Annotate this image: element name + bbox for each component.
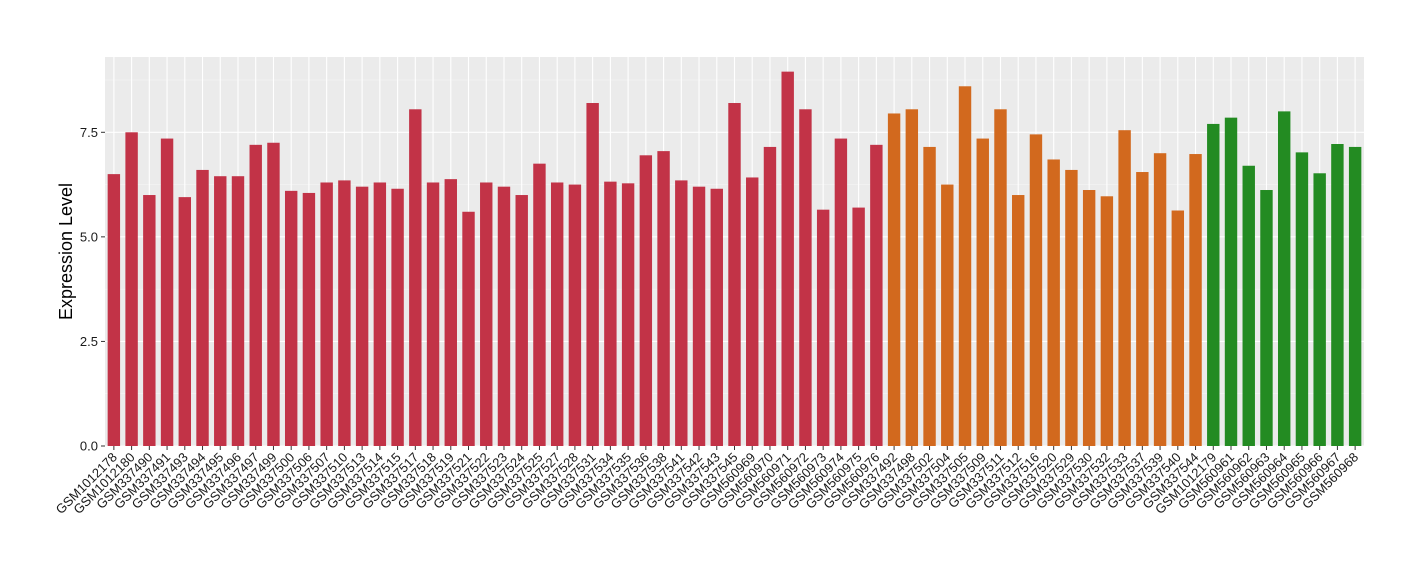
bar-GSM1012179 <box>1207 123 1220 446</box>
bar-GSM560976 <box>870 144 883 446</box>
bar-GSM337492 <box>887 113 901 446</box>
y-tick-label: 7.5 <box>80 125 98 140</box>
bar-GSM337530 <box>1082 190 1096 446</box>
bar-GSM337545 <box>728 103 741 447</box>
bar-GSM337498 <box>905 109 919 446</box>
bar-GSM337494 <box>196 169 209 446</box>
bar-GSM337493 <box>178 197 192 446</box>
bar-GSM337491 <box>160 138 174 446</box>
y-tick-label: 0.0 <box>80 439 98 454</box>
bar-GSM560970 <box>763 146 777 446</box>
bar-GSM337522 <box>480 182 493 446</box>
bar-GSM337514 <box>373 182 387 446</box>
bar-GSM560974 <box>834 138 848 446</box>
bar-GSM337543 <box>710 188 723 447</box>
bar-GSM337497 <box>249 144 262 446</box>
bar-GSM560961 <box>1224 117 1238 446</box>
bar-GSM337499 <box>267 142 280 446</box>
bar-GSM337504 <box>941 184 954 447</box>
bar-GSM560969 <box>746 177 759 446</box>
y-axis-title: Expression Level <box>56 183 76 320</box>
y-axis: 0.0 2.5 5.0 7.5 <box>80 125 105 454</box>
bar-GSM337519 <box>444 179 457 446</box>
bar-GSM337515 <box>391 188 404 447</box>
bar-GSM337533 <box>1118 130 1131 447</box>
bar-GSM337531 <box>586 103 599 447</box>
bar-GSM337525 <box>533 163 546 446</box>
bar-GSM337500 <box>284 190 298 446</box>
bar-GSM337534 <box>604 181 617 446</box>
bar-GSM337541 <box>675 180 688 447</box>
bar-GSM337495 <box>214 176 227 447</box>
bar-GSM560968 <box>1348 146 1362 446</box>
bar-GSM337520 <box>1047 159 1060 446</box>
bar-GSM337513 <box>355 186 369 446</box>
bar-GSM337516 <box>1029 134 1043 446</box>
bar-GSM337518 <box>426 182 440 446</box>
bar-GSM337490 <box>143 195 156 446</box>
bar-GSM337512 <box>1012 195 1025 446</box>
bar-GSM337507 <box>320 182 333 446</box>
bar-GSM560962 <box>1242 165 1255 446</box>
bar-GSM337511 <box>994 109 1007 446</box>
bar-GSM337502 <box>923 146 936 446</box>
bar-GSM337521 <box>462 211 475 446</box>
bar-GSM337524 <box>515 195 528 446</box>
bar-GSM337510 <box>338 180 351 447</box>
bar-GSM337542 <box>692 186 706 446</box>
bar-GSM337523 <box>497 186 511 446</box>
bar-GSM1012180 <box>125 132 138 446</box>
bar-GSM337517 <box>409 109 422 446</box>
bar-GSM337536 <box>639 155 653 446</box>
bar-GSM337538 <box>657 151 670 446</box>
bar-GSM560973 <box>816 209 830 446</box>
bar-GSM337506 <box>302 192 316 446</box>
bar-GSM1012178 <box>107 174 121 446</box>
bar-GSM337532 <box>1100 196 1114 446</box>
y-tick-label: 2.5 <box>80 334 98 349</box>
bar-GSM337535 <box>621 183 635 446</box>
bar-GSM560965 <box>1295 152 1309 446</box>
bars <box>107 71 1362 447</box>
y-tick-label: 5.0 <box>80 229 98 244</box>
bar-GSM337544 <box>1189 154 1202 446</box>
bar-GSM337529 <box>1065 169 1078 446</box>
bar-GSM337537 <box>1136 172 1149 446</box>
bar-GSM337540 <box>1171 210 1185 446</box>
bar-GSM337527 <box>550 182 564 446</box>
bar-GSM560964 <box>1277 111 1291 446</box>
bar-GSM337509 <box>976 138 989 446</box>
bar-GSM337505 <box>958 86 972 446</box>
bar-GSM337528 <box>568 184 582 447</box>
bar-GSM560963 <box>1260 190 1273 446</box>
bar-GSM560971 <box>781 71 794 447</box>
bar-GSM337539 <box>1153 153 1167 447</box>
bar-GSM337496 <box>231 176 245 447</box>
bar-GSM560967 <box>1331 144 1344 447</box>
bar-GSM560972 <box>799 109 812 446</box>
x-axis: GSM1012178GSM1012180GSM337490GSM337491GS… <box>53 446 1361 517</box>
bar-GSM560966 <box>1313 173 1326 446</box>
bar-GSM560975 <box>852 207 865 446</box>
